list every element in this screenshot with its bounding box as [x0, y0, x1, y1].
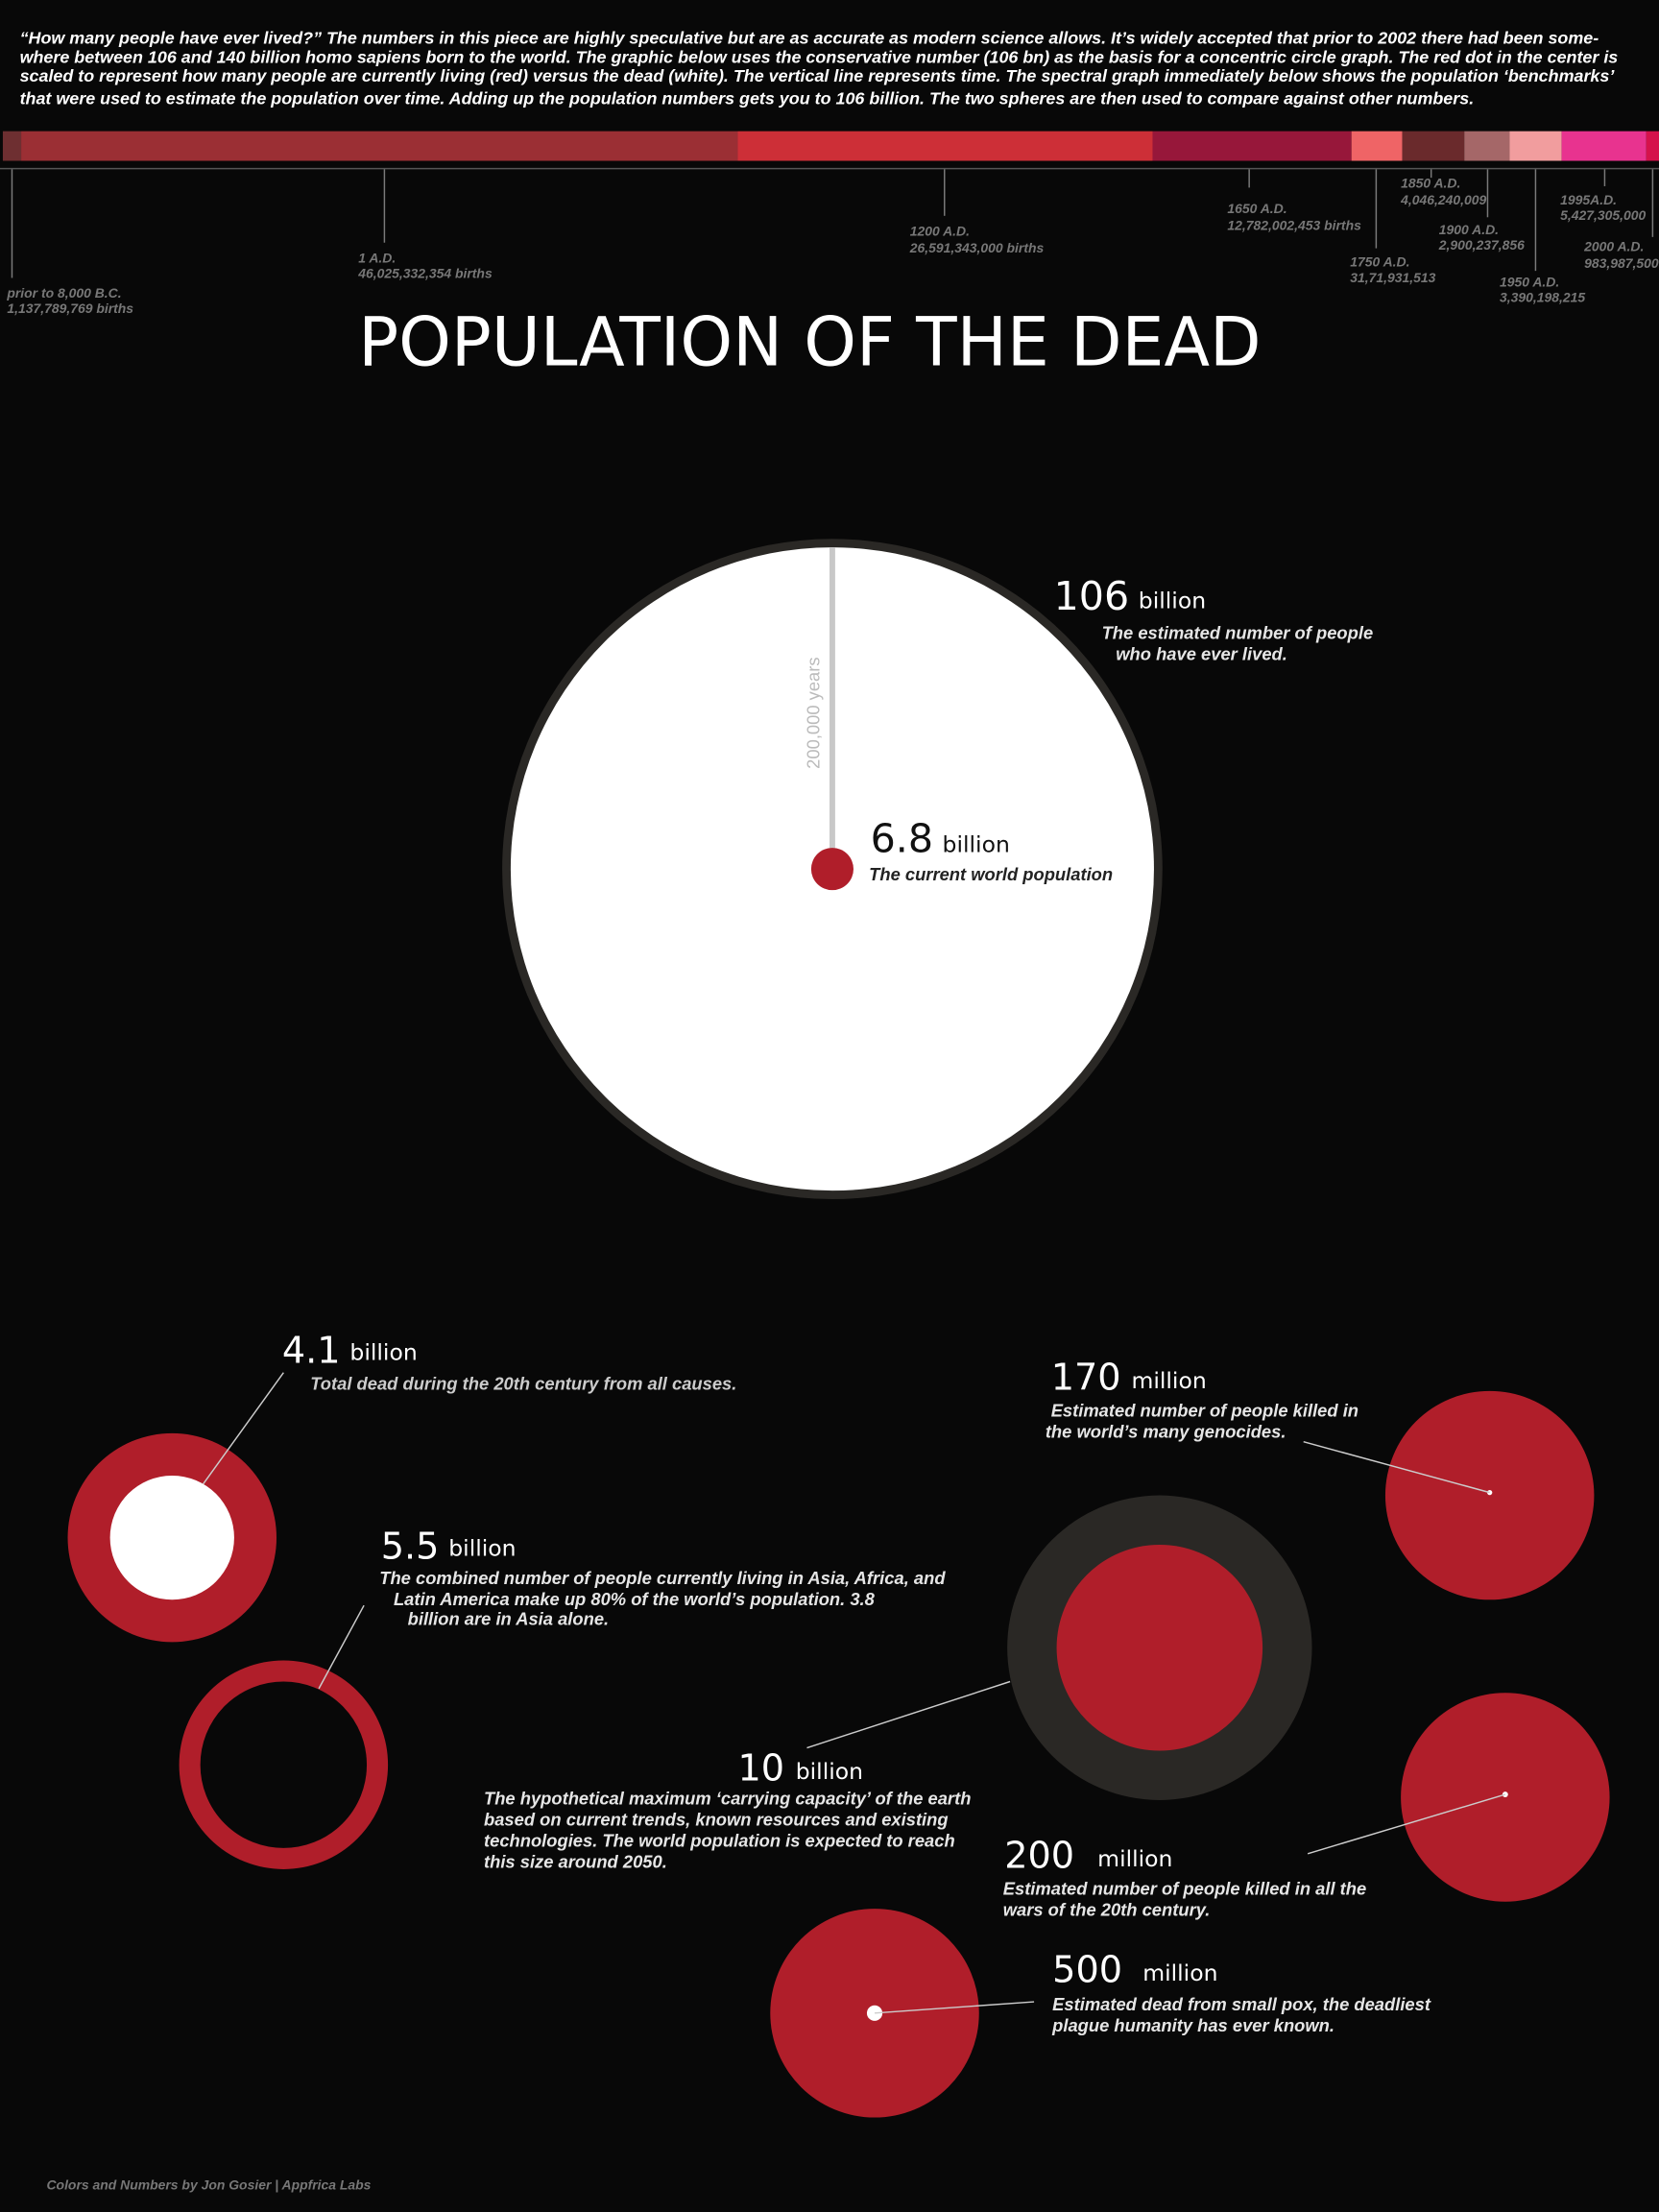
timeline-label-1750ad-period: 1750 A.D. [1350, 254, 1409, 270]
timeline-label-1900ad-period: 1900 A.D. [1439, 222, 1499, 237]
comparison-asia-africa-latam: 5.5 billion The combined number of peopl… [179, 1527, 946, 1869]
timeline-label-1ad-period: 1 A.D. [358, 250, 396, 265]
comparison-carrying-capacity-leader [806, 1680, 1011, 1749]
timeline-segment-2000ad [1646, 131, 1659, 161]
timeline-label-1650ad-period: 1650 A.D. [1227, 201, 1286, 216]
comparison-asia-africa-latam-desc-2: Latin America make up 80% of the world’s… [394, 1589, 876, 1609]
comparison-smallpox-dot [866, 2005, 883, 2021]
comparison-asia-africa-latam-desc-1: The combined number of people currently … [379, 1568, 946, 1588]
comparison-asia-africa-latam-leader [318, 1604, 365, 1690]
comparison-wars-desc-2: wars of the 20th century. [1003, 1899, 1211, 1919]
comparison-smallpox: 500 million Estimated dead from small po… [770, 1909, 1431, 2118]
timeline-label-2000ad-births: 983,987,500 [1584, 255, 1659, 271]
comparison-smallpox-desc-2: plague humanity has ever known. [1051, 2015, 1334, 2035]
timeline-label-2000ad-period: 2000 A.D. [1583, 239, 1644, 254]
timeline-label-1950ad-births: 3,390,198,215 [1500, 289, 1585, 304]
comparison-genocides: 170 million Estimated number of people k… [1046, 1357, 1595, 1600]
comparison-genocides-number: 170 [1051, 1357, 1121, 1399]
living-population-dot [810, 848, 854, 891]
timeline-segment-1650ad [1152, 131, 1352, 161]
comparison-smallpox-leader [874, 2001, 1035, 2014]
comparison-genocides-circle [1384, 1390, 1595, 1600]
dead-population-desc-2: who have ever lived. [1116, 644, 1287, 664]
comparison-wars: 200 million Estimated number of people k… [1003, 1693, 1610, 1919]
comparison-smallpox-number: 500 [1052, 1949, 1122, 1991]
intro-line-2: where between 106 and 140 billion homo s… [20, 47, 1619, 66]
intro-text: “How many people have ever lived?” The n… [20, 29, 1619, 108]
dead-population-number: 106 [1054, 573, 1130, 619]
comparison-20th-century-dead-leader [202, 1372, 284, 1485]
living-population-number: 6.8 [871, 816, 933, 862]
comparison-genocides-leader [1303, 1441, 1490, 1494]
timeline-label-1ad-births: 46,025,332,354 births [357, 265, 493, 280]
intro-line-3: scaled to represent how many people are … [20, 66, 1616, 85]
comparison-carrying-capacity-unit: billion [796, 1758, 863, 1785]
timeline-label-1750ad-births: 31,71,931,513 [1350, 270, 1435, 285]
timeline-label-1950ad-period: 1950 A.D. [1500, 274, 1559, 289]
comparison-carrying-capacity-desc-1: The hypothetical maximum ‘carrying capac… [484, 1788, 971, 1808]
comparison-20th-century-dead-unit: billion [349, 1338, 417, 1365]
timeline-segment-1750ad [1351, 131, 1403, 161]
timeline-label-1850ad-period: 1850 A.D. [1401, 175, 1460, 190]
timeline-label-1900ad-births: 2,900,237,856 [1438, 237, 1525, 252]
comparison-wars-leader [1307, 1793, 1506, 1855]
comparison-asia-africa-latam-desc-3: billion are in Asia alone. [408, 1609, 609, 1629]
timeline-label-1995ad-period: 1995A.D. [1560, 192, 1617, 207]
timeline-label-1650ad-births: 12,782,002,453 births [1227, 218, 1361, 233]
comparison-smallpox-unit: million [1142, 1960, 1217, 1986]
intro-line-4: that were used to estimate the populatio… [20, 89, 1475, 108]
comparison-genocides-desc-1: Estimated number of people killed in [1051, 1400, 1358, 1420]
timeline-bar [0, 131, 1659, 170]
comparison-20th-century-dead-number: 4.1 [282, 1330, 341, 1372]
timeline-segment-1995ad [1561, 131, 1647, 161]
credit-text: Colors and Numbers by Jon Gosier | Appfr… [46, 2176, 371, 2192]
comparison-asia-africa-latam-unit: billion [448, 1535, 516, 1562]
timeline-label-1200ad-births: 26,591,343,000 births [909, 240, 1045, 255]
page-title: POPULATION OF THE DEAD [358, 303, 1261, 382]
living-population-desc: The current world population [869, 864, 1113, 884]
comparison-genocides-desc-2: the world’s many genocides. [1046, 1421, 1286, 1441]
comparison-20th-century-dead: 4.1 billion Total dead during the 20th c… [67, 1330, 736, 1643]
timeline-segment-1200ad [737, 131, 1153, 161]
timeline-segment-1950ad [1509, 131, 1562, 161]
comparison-carrying-capacity: 10 billion The hypothetical maximum ‘car… [484, 1495, 1312, 1871]
comparison-20th-century-dead-inner [109, 1475, 234, 1600]
timeline-label-1200ad-period: 1200 A.D. [910, 223, 970, 238]
comparison-smallpox-desc-1: Estimated dead from small pox, the deadl… [1052, 1994, 1431, 2014]
dead-population-unit: billion [1139, 587, 1206, 613]
comparison-carrying-capacity-number: 10 [737, 1747, 784, 1790]
timeline-segment-prior-8000bc [2, 131, 22, 161]
timeline-segment-1ad [21, 131, 738, 161]
living-population-unit: billion [943, 831, 1010, 858]
comparison-carrying-capacity-inner [1056, 1544, 1263, 1751]
timeline-labels: prior to 8,000 B.C. 1,137,789,769 births… [6, 175, 1659, 316]
time-label: 200,000 years [804, 657, 824, 768]
comparison-wars-desc-1: Estimated number of people killed in all… [1003, 1878, 1366, 1898]
timeline-segment-1900ad [1464, 131, 1510, 161]
intro-line-1: “How many people have ever lived?” The n… [20, 29, 1599, 48]
comparison-carrying-capacity-desc-4: this size around 2050. [484, 1851, 667, 1871]
main-chart: 200,000 years 106 billion The estimated … [502, 539, 1373, 1199]
comparison-carrying-capacity-desc-3: technologies. The world population is ex… [484, 1830, 955, 1850]
comparison-20th-century-dead-desc-1: Total dead during the 20th century from … [310, 1373, 736, 1393]
timeline-label-prior-8000bc-period: prior to 8,000 B.C. [6, 285, 121, 301]
timeline-label-prior-8000bc-births: 1,137,789,769 births [7, 301, 133, 316]
timeline-label-1995ad-births: 5,427,305,000 [1560, 207, 1646, 223]
comparison-carrying-capacity-desc-2: based on current trends, known resources… [484, 1809, 949, 1829]
comparison-asia-africa-latam-ring [179, 1660, 389, 1869]
timeline-leaders [11, 169, 1654, 278]
timeline-label-1850ad-births: 4,046,240,009 [1400, 192, 1486, 207]
comparison-genocides-unit: million [1131, 1367, 1206, 1394]
dead-population-desc-1: The estimated number of people [1102, 623, 1374, 643]
timeline-segment-1850ad [1402, 131, 1465, 161]
comparison-asia-africa-latam-number: 5.5 [381, 1527, 440, 1569]
comparison-wars-number: 200 [1004, 1835, 1074, 1877]
comparison-wars-unit: million [1097, 1845, 1172, 1872]
